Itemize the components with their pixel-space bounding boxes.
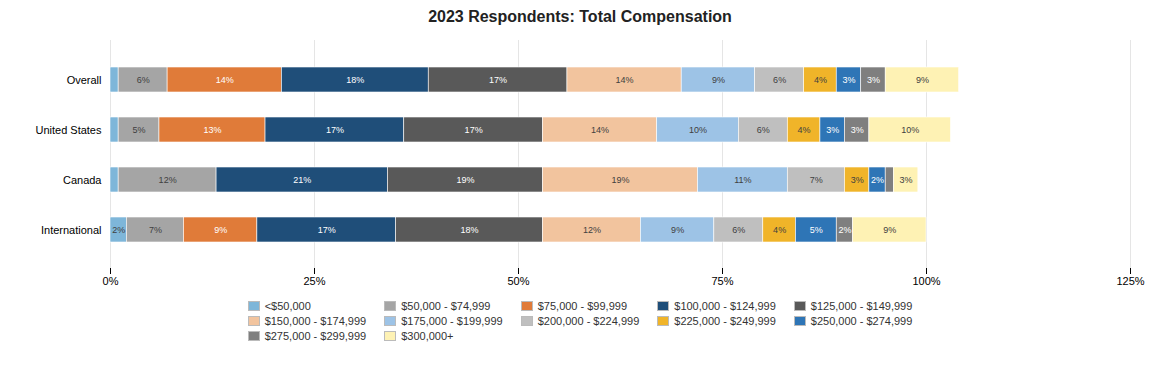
svg-text:3%: 3% <box>842 75 855 85</box>
svg-text:75%: 75% <box>711 275 733 287</box>
html-text:$75,000 - $99,999: $75,000 - $99,999 <box>537 300 627 312</box>
svg-text:Overall: Overall <box>67 74 102 86</box>
svg-text:125%: 125% <box>1116 275 1144 287</box>
svg-text:18%: 18% <box>346 75 364 85</box>
svg-text:6%: 6% <box>137 75 150 85</box>
html-text:$150,000 - $174,999: $150,000 - $174,999 <box>264 315 367 327</box>
svg-text:3%: 3% <box>851 125 864 135</box>
html-text:$225,000 - $249,999: $225,000 - $249,999 <box>674 315 776 327</box>
svg-text:9%: 9% <box>916 75 929 85</box>
svg-text:10%: 10% <box>689 125 707 135</box>
svg-text:0%: 0% <box>103 275 119 287</box>
html-text:$125,000 - $149,999: $125,000 - $149,999 <box>810 300 913 312</box>
svg-text:4%: 4% <box>773 225 786 235</box>
html-text:$275,000 - $299,999: $275,000 - $299,999 <box>264 330 367 342</box>
svg-text:9%: 9% <box>214 225 227 235</box>
svg-text:14%: 14% <box>616 75 634 85</box>
svg-text:50%: 50% <box>507 275 529 287</box>
svg-text:14%: 14% <box>591 125 609 135</box>
svg-text:9%: 9% <box>883 225 896 235</box>
svg-text:International: International <box>41 224 102 236</box>
svg-text:5%: 5% <box>810 225 823 235</box>
svg-text:3%: 3% <box>867 75 880 85</box>
svg-text:2%: 2% <box>112 225 125 235</box>
svg-text:6%: 6% <box>773 75 786 85</box>
svg-text:6%: 6% <box>732 225 745 235</box>
html-text:$200,000 - $224,999: $200,000 - $224,999 <box>537 315 640 327</box>
svg-text:12%: 12% <box>583 225 601 235</box>
svg-text:Canada: Canada <box>63 174 102 186</box>
svg-text:7%: 7% <box>149 225 162 235</box>
svg-text:100%: 100% <box>912 275 940 287</box>
svg-text:11%: 11% <box>734 175 751 185</box>
svg-text:3%: 3% <box>900 175 913 185</box>
html-text:$175,000 - $199,999: $175,000 - $199,999 <box>401 315 503 327</box>
html-text:2023 Respondents: Total Compen: 2023 Respondents: Total Compensation <box>428 8 732 25</box>
svg-text:United States: United States <box>35 124 102 136</box>
svg-text:9%: 9% <box>712 75 725 85</box>
html-text:$250,000 - $274,999: $250,000 - $274,999 <box>810 315 913 327</box>
svg-text:5%: 5% <box>133 125 146 135</box>
svg-text:3%: 3% <box>826 125 839 135</box>
html-text:$100,000 - $124,999: $100,000 - $124,999 <box>674 300 776 312</box>
svg-text:17%: 17% <box>465 125 483 135</box>
svg-text:14%: 14% <box>216 75 234 85</box>
svg-text:7%: 7% <box>810 175 823 185</box>
svg-text:12%: 12% <box>159 175 177 185</box>
html-text:$50,000 - $74,999: $50,000 - $74,999 <box>401 300 491 312</box>
svg-text:17%: 17% <box>326 125 344 135</box>
svg-text:13%: 13% <box>203 125 221 135</box>
svg-text:10%: 10% <box>901 125 919 135</box>
svg-text:2%: 2% <box>871 175 884 185</box>
html-text:$300,000+: $300,000+ <box>401 330 454 342</box>
svg-text:21%: 21% <box>293 175 311 185</box>
svg-text:25%: 25% <box>303 275 325 287</box>
svg-text:4%: 4% <box>814 75 827 85</box>
svg-text:19%: 19% <box>611 175 629 185</box>
svg-text:18%: 18% <box>461 225 479 235</box>
svg-text:17%: 17% <box>489 75 507 85</box>
svg-text:4%: 4% <box>798 125 811 135</box>
svg-text:17%: 17% <box>318 225 336 235</box>
svg-text:6%: 6% <box>757 125 770 135</box>
svg-text:9%: 9% <box>671 225 684 235</box>
svg-text:2%: 2% <box>838 225 851 235</box>
svg-text:3%: 3% <box>851 175 864 185</box>
html-text:<$50,000: <$50,000 <box>264 300 311 312</box>
svg-text:19%: 19% <box>456 175 474 185</box>
